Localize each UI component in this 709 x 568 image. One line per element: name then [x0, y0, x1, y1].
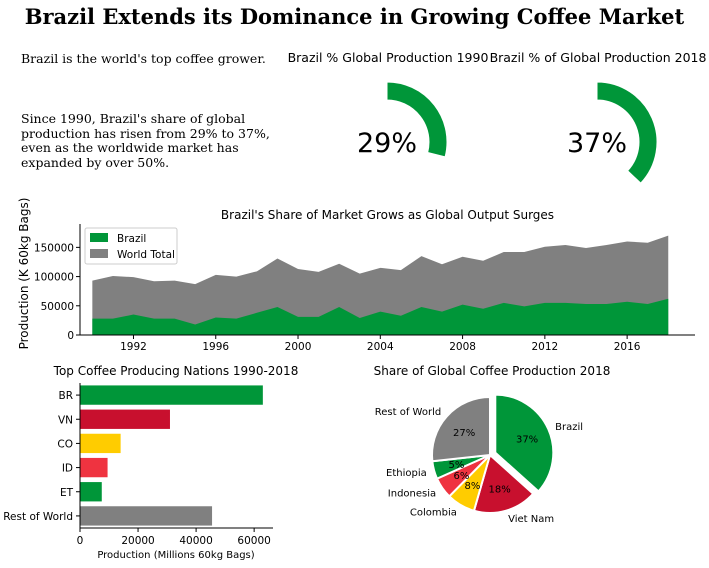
area-x-tick-label: 2000 [285, 341, 312, 353]
bar-id [80, 457, 108, 478]
pie-label-colombia: Colombia [410, 508, 457, 519]
legend-swatch-brazil [90, 233, 108, 242]
bar-category-label: ID [62, 463, 73, 475]
page-title: Brazil Extends its Dominance in Growing … [24, 4, 685, 29]
bar-et [80, 482, 102, 502]
bar-x-tick-label: 20000 [121, 535, 154, 547]
pie-label-viet-nam: Viet Nam [508, 514, 554, 525]
area-legend: Brazil World Total [84, 227, 178, 265]
gauge-value-1: 29% [357, 128, 417, 159]
pie-pct-viet-nam: 18% [488, 484, 510, 495]
legend-swatch-world-total [90, 249, 108, 258]
pie-slice-viet-nam [472, 453, 535, 514]
pie-pct-indonesia: 6% [453, 471, 469, 482]
bar-category-label: ET [60, 487, 74, 499]
gauge-ring-1 [386, 81, 448, 158]
area-chart-title: Brazil's Share of Market Grows as Global… [221, 208, 554, 222]
bar-x-tick-label: 60000 [237, 535, 270, 547]
pie-pct-colombia: 8% [465, 481, 481, 492]
area-x-tick-label: 2008 [449, 341, 476, 353]
bar-category-label: BR [59, 390, 74, 402]
area-x-tick-label: 2004 [367, 341, 394, 353]
intro-text: Brazil is the world's top coffee grower. [21, 51, 266, 66]
bar-category-label: VN [58, 414, 73, 426]
area-y-axis-label: Production (K 60kg Bags) [17, 198, 31, 350]
pie-pct-ethiopia: 5% [448, 460, 464, 471]
pie-pct-rest-of-world: 27% [453, 428, 475, 439]
area-x-tick-label: 1992 [120, 341, 147, 353]
area-series-brazil [92, 298, 669, 335]
legend-label-brazil: Brazil [117, 233, 146, 245]
gauge-title-2: Brazil % of Global Production 2018 [490, 50, 707, 65]
bar-x-tick-label: 40000 [179, 535, 212, 547]
bar-category-label: Rest of World [3, 511, 73, 523]
area-x-tick-label: 2012 [531, 341, 558, 353]
legend-label-world-total: World Total [117, 249, 175, 261]
gauge-ring-2 [596, 81, 658, 184]
pie-pct-brazil: 37% [516, 434, 538, 445]
area-x-tick-label: 2016 [614, 341, 641, 353]
pie-label-rest-of-world: Rest of World [375, 407, 441, 418]
bar-x-tick-label: 0 [77, 535, 84, 547]
bar-x-axis-label: Production (Millions 60kg Bags) [97, 550, 254, 561]
pie-label-brazil: Brazil [555, 422, 583, 433]
area-x-tick-label: 1996 [202, 341, 229, 353]
pie-chart-title: Share of Global Coffee Production 2018 [374, 364, 611, 378]
area-y-tick-label: 50000 [41, 301, 74, 313]
gauge-title-1: Brazil % Global Production 1990 [288, 50, 489, 65]
bar-chart-title: Top Coffee Producing Nations 1990-2018 [53, 364, 299, 378]
bar-vn [80, 409, 170, 429]
pie-slice-rest-of-world [431, 395, 491, 463]
pie-slice-brazil [494, 393, 555, 493]
pie-label-indonesia: Indonesia [388, 488, 436, 499]
gauge-value-2: 37% [567, 128, 627, 159]
bar-category-label: CO [57, 438, 73, 450]
area-y-tick-label: 100000 [34, 272, 74, 284]
bar-br [80, 385, 263, 405]
summary-text: Since 1990, Brazil's share of global pro… [21, 111, 270, 170]
bar-co [80, 433, 121, 454]
bar-rest-of-world [80, 506, 213, 526]
area-y-tick-label: 150000 [34, 242, 74, 254]
pie-label-ethiopia: Ethiopia [386, 468, 427, 479]
area-y-tick-label: 0 [67, 330, 74, 342]
